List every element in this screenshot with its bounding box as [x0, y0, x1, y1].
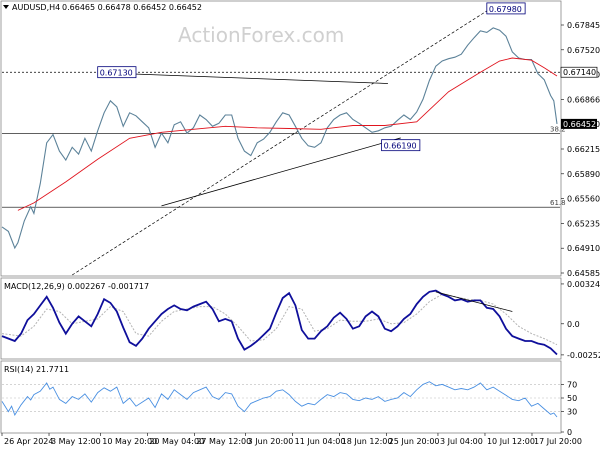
resistance-trendline: [97, 72, 388, 84]
x-tick-label: 11 Jun 04:00: [295, 437, 346, 446]
level-label-box: [97, 66, 137, 79]
y-tick-label: 0.67520: [567, 46, 600, 55]
ohlc-header: 0.66465 0.66478 0.66452 0.66452: [62, 3, 202, 12]
x-tick-label: 20 May 04:00: [149, 437, 204, 446]
level-price-label: 0.67140: [563, 68, 596, 77]
x-tick-label: 10 May 20:00: [102, 437, 157, 446]
symbol-dropdown-icon[interactable]: [3, 5, 9, 9]
rsi-label: RSI(14) 21.7711: [4, 365, 69, 374]
level-label-box: [381, 139, 421, 152]
macd-y-tick-label: 0.0: [567, 320, 580, 329]
y-tick-label: 0.65890: [567, 170, 600, 179]
main-panel: 0.678450.675200.671900.668660.665400.662…: [1, 2, 600, 278]
rsi-panel-frame: [0, 360, 562, 434]
x-tick-label: 3 May 12:00: [51, 437, 101, 446]
y-tick-label: 0.65560: [567, 195, 600, 204]
watermark: ActionForex.com: [178, 23, 344, 47]
x-tick-label: 10 Jul 12:00: [487, 437, 535, 446]
macd-trendline: [435, 291, 513, 312]
rsi-y-tick-label: 30: [567, 408, 577, 417]
level-label: 0.66190: [384, 142, 417, 151]
moving-average-line: [17, 57, 558, 211]
fib-level-label: 38.2: [550, 125, 566, 133]
x-tick-label: 26 Apr 2024: [4, 437, 53, 446]
level-label-box: [486, 2, 526, 15]
main-panel-frame: [0, 0, 562, 277]
price-line: [1, 27, 558, 250]
level-label: 0.67130: [100, 69, 133, 78]
level-price-tag: [560, 66, 598, 78]
rsi-line: [1, 381, 558, 418]
channel-trendline: [71, 8, 491, 276]
symbol-header: AUDUSD,H4: [12, 3, 60, 12]
y-tick-label: 0.65235: [567, 219, 600, 228]
current-price-label: 0.66452: [563, 120, 596, 129]
macd-y-tick-label: 0.003242: [567, 280, 600, 289]
level-label: 0.67980: [489, 5, 522, 14]
x-tick-label: 17 Jul 20:00: [534, 437, 582, 446]
rsi-y-tick-label: 50: [567, 394, 577, 403]
macd-panel: 0.003242 0.0 -0.002529: [1, 280, 600, 360]
x-tick-label: 3 Jun 20:00: [248, 437, 294, 446]
support-trendline: [161, 137, 401, 207]
macd-signal-line: [1, 293, 558, 346]
current-price-tag: [561, 118, 597, 129]
y-tick-label: 0.64910: [567, 244, 600, 253]
y-tick-label: 0.66866: [567, 95, 600, 104]
x-tick-label: 27 May 12:00: [196, 437, 251, 446]
x-tick-label: 3 Jul 04:00: [440, 437, 483, 446]
x-tick-label: 18 Jun 12:00: [342, 437, 393, 446]
rsi-y-tick-label: 0: [567, 428, 572, 437]
y-tick-label: 0.64585: [567, 269, 600, 278]
rsi-panel: 70 50 30 0: [1, 380, 577, 437]
rsi-y-tick-label: 70: [567, 380, 577, 389]
macd-label: MACD(12,26,9) 0.002267 -0.001717: [4, 282, 149, 291]
macd-panel-frame: [0, 277, 562, 360]
fib-level-label: 61.8: [550, 199, 566, 207]
macd-y-tick-label: -0.002529: [567, 351, 600, 360]
x-tick-label: 25 Jun 20:00: [389, 437, 440, 446]
macd-line: [1, 289, 558, 356]
y-tick-label: 0.67845: [567, 21, 600, 30]
y-tick-label: 0.66215: [567, 145, 600, 154]
